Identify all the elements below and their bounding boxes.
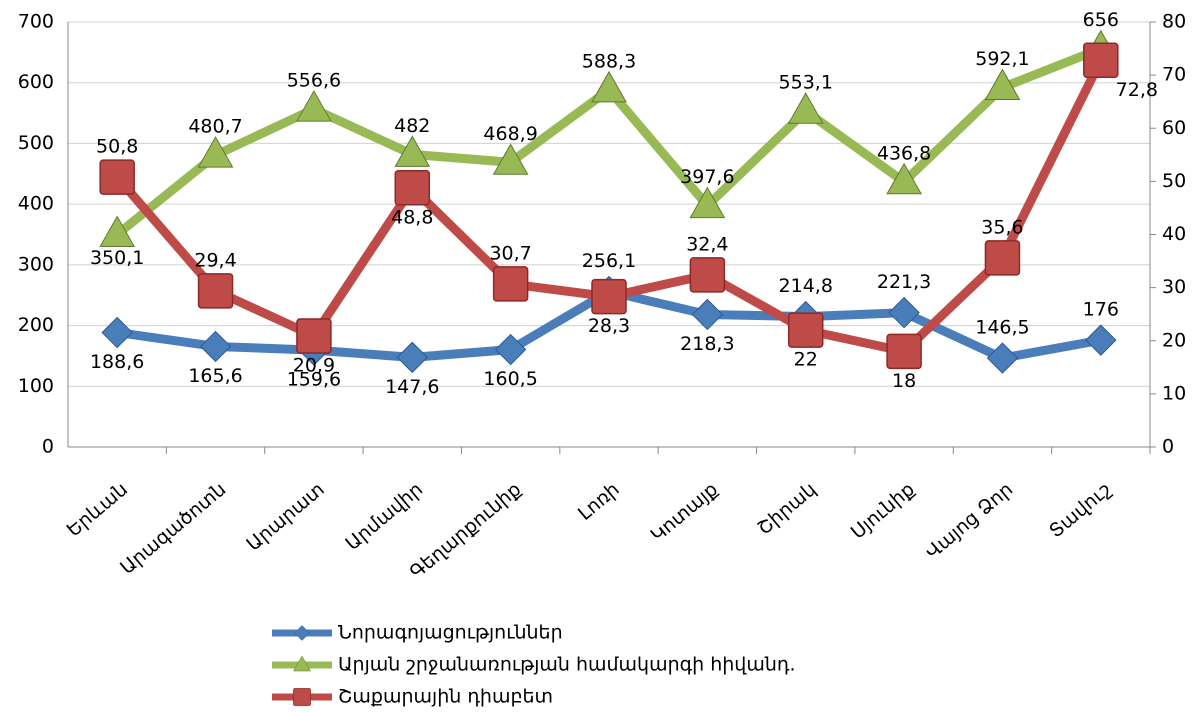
data-point bbox=[691, 298, 724, 331]
x-tick-label: Շիրակ bbox=[753, 478, 820, 539]
y2-tick-label: 50 bbox=[1162, 170, 1186, 192]
y2-tick-label: 70 bbox=[1162, 64, 1186, 86]
data-label: 165,6 bbox=[188, 365, 242, 387]
data-point bbox=[197, 273, 234, 309]
data-label: 176 bbox=[1083, 299, 1119, 321]
data-label: 553,1 bbox=[779, 72, 833, 94]
data-point bbox=[296, 90, 332, 122]
legend-marker bbox=[293, 688, 311, 706]
data-point bbox=[101, 316, 133, 349]
data-point bbox=[199, 330, 232, 363]
legend-marker bbox=[293, 655, 311, 672]
x-tick-label: Սյունիք bbox=[847, 478, 919, 543]
data-point bbox=[396, 341, 428, 374]
legend-label: Շաքարային դիաբետ bbox=[338, 686, 553, 708]
x-tick-label: Կոտայք bbox=[647, 478, 723, 546]
data-point bbox=[689, 186, 726, 219]
data-point bbox=[591, 278, 627, 315]
y2-tick-label: 40 bbox=[1162, 223, 1186, 245]
y2-tick-label: 80 bbox=[1162, 11, 1186, 33]
data-point bbox=[394, 170, 431, 206]
x-tick-label: Լոռի bbox=[574, 478, 624, 525]
data-point bbox=[886, 333, 922, 370]
data-point bbox=[492, 266, 529, 302]
data-label: 159,6 bbox=[287, 369, 341, 391]
y-tick-label: 500 bbox=[18, 132, 54, 154]
y-tick-label: 400 bbox=[18, 193, 54, 215]
legend-label: Նորագոյացություններ bbox=[338, 622, 563, 644]
x-tick-label: Վայոց Ձոր bbox=[921, 478, 1017, 563]
data-label: 29,4 bbox=[194, 249, 236, 271]
y2-tick-label: 0 bbox=[1162, 436, 1174, 458]
data-point bbox=[886, 162, 922, 195]
data-label: 256,1 bbox=[582, 250, 636, 272]
y-tick-label: 600 bbox=[18, 71, 54, 93]
y2-tick-label: 60 bbox=[1162, 117, 1186, 139]
data-point bbox=[296, 318, 332, 354]
data-label: 656 bbox=[1083, 9, 1119, 31]
data-point bbox=[99, 159, 135, 195]
data-label: 218,3 bbox=[680, 333, 734, 355]
data-label: 20,9 bbox=[293, 354, 335, 376]
data-point bbox=[984, 68, 1021, 101]
data-point bbox=[787, 92, 824, 124]
data-point bbox=[984, 240, 1021, 276]
data-label: 48,8 bbox=[391, 206, 433, 228]
data-label: 592,1 bbox=[975, 48, 1029, 70]
data-point bbox=[591, 70, 627, 103]
data-label: 214,8 bbox=[779, 275, 833, 297]
data-point bbox=[494, 333, 527, 366]
data-point bbox=[99, 215, 136, 247]
data-point bbox=[787, 312, 824, 348]
legend-marker bbox=[294, 625, 310, 641]
data-label: 482 bbox=[394, 115, 430, 137]
data-label: 221,3 bbox=[877, 271, 931, 293]
data-label: 35,6 bbox=[981, 216, 1023, 238]
x-tick-label: Տավուշ bbox=[1045, 478, 1116, 542]
data-label: 30,7 bbox=[489, 242, 531, 264]
data-label: 468,9 bbox=[483, 123, 537, 145]
data-label: 588,3 bbox=[582, 50, 636, 72]
data-point bbox=[689, 257, 726, 293]
data-label: 72,8 bbox=[1116, 79, 1158, 101]
x-tick-label: Արարատ bbox=[242, 478, 328, 555]
data-point bbox=[197, 136, 234, 168]
y-tick-label: 300 bbox=[18, 253, 54, 275]
y2-tick-label: 20 bbox=[1162, 329, 1186, 351]
y-tick-label: 100 bbox=[18, 375, 54, 397]
data-point bbox=[394, 135, 431, 167]
data-label: 436,8 bbox=[877, 142, 931, 164]
y-tick-label: 0 bbox=[42, 436, 54, 458]
data-label: 50,8 bbox=[96, 136, 138, 158]
data-point bbox=[888, 296, 920, 329]
data-label: 18 bbox=[892, 370, 916, 392]
data-label: 22 bbox=[794, 349, 818, 371]
x-tick-label: Արագածոտն bbox=[116, 478, 230, 579]
data-label: 350,1 bbox=[90, 247, 144, 269]
data-point bbox=[492, 143, 529, 175]
x-tick-label: Արմավիր bbox=[341, 478, 427, 555]
y2-tick-label: 10 bbox=[1162, 382, 1186, 404]
data-label: 397,6 bbox=[680, 166, 734, 188]
data-label: 147,6 bbox=[385, 376, 439, 398]
data-label: 480,7 bbox=[188, 116, 242, 138]
data-label: 556,6 bbox=[287, 70, 341, 92]
legend-label: Արյան շրջանառության համակարգի հիվանդ. bbox=[338, 654, 796, 676]
x-tick-label: Երևան bbox=[63, 478, 132, 541]
data-label: 160,5 bbox=[483, 368, 537, 390]
data-label: 188,6 bbox=[90, 351, 144, 373]
data-label: 28,3 bbox=[588, 315, 630, 337]
y-tick-label: 700 bbox=[18, 11, 54, 33]
data-label: 146,5 bbox=[975, 317, 1029, 339]
y2-tick-label: 30 bbox=[1162, 276, 1186, 298]
data-label: 32,4 bbox=[686, 233, 728, 255]
data-point bbox=[986, 342, 1019, 374]
data-point bbox=[1083, 42, 1119, 78]
y-tick-label: 200 bbox=[18, 314, 54, 336]
data-point bbox=[1085, 324, 1117, 356]
